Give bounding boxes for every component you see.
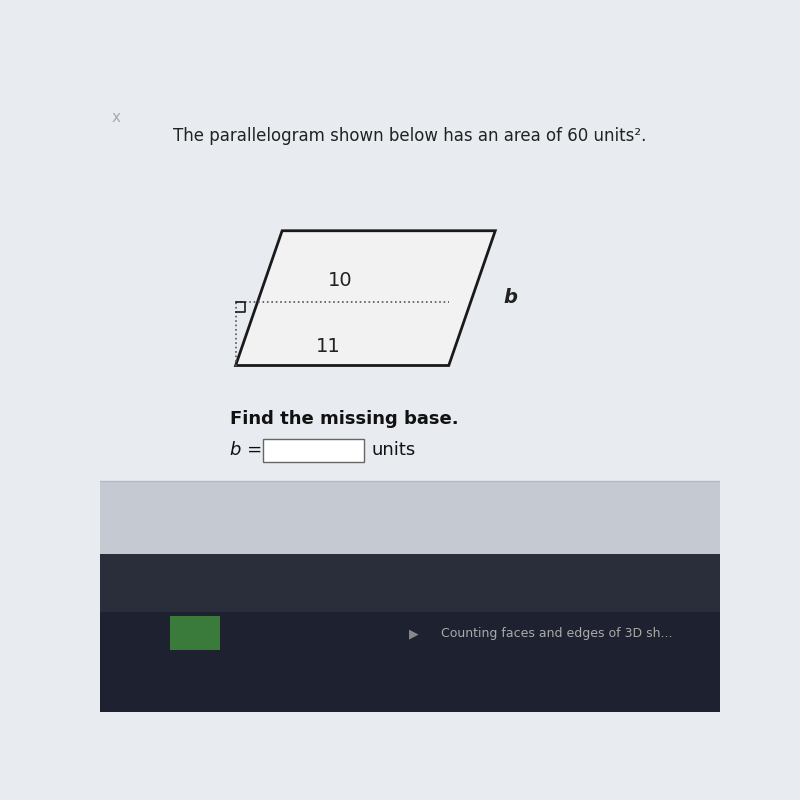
Bar (262, 438, 363, 462)
Bar (100, 481, 720, 554)
Text: ▶: ▶ (409, 627, 418, 640)
Text: 10: 10 (328, 271, 353, 290)
Polygon shape (236, 230, 495, 366)
Text: b: b (504, 288, 518, 307)
Bar (100, 554, 720, 612)
Text: x: x (112, 110, 121, 125)
Text: Find the missing base.: Find the missing base. (230, 410, 459, 429)
Text: The parallelogram shown below has an area of 60 units².: The parallelogram shown below has an are… (174, 127, 646, 145)
Bar (170, 616, 220, 650)
Text: 11: 11 (316, 337, 341, 356)
Text: units: units (371, 442, 415, 459)
Bar (100, 96, 720, 481)
Text: Counting faces and edges of 3D sh...: Counting faces and edges of 3D sh... (441, 627, 673, 640)
Bar (100, 612, 720, 712)
Text: b =: b = (230, 442, 262, 459)
